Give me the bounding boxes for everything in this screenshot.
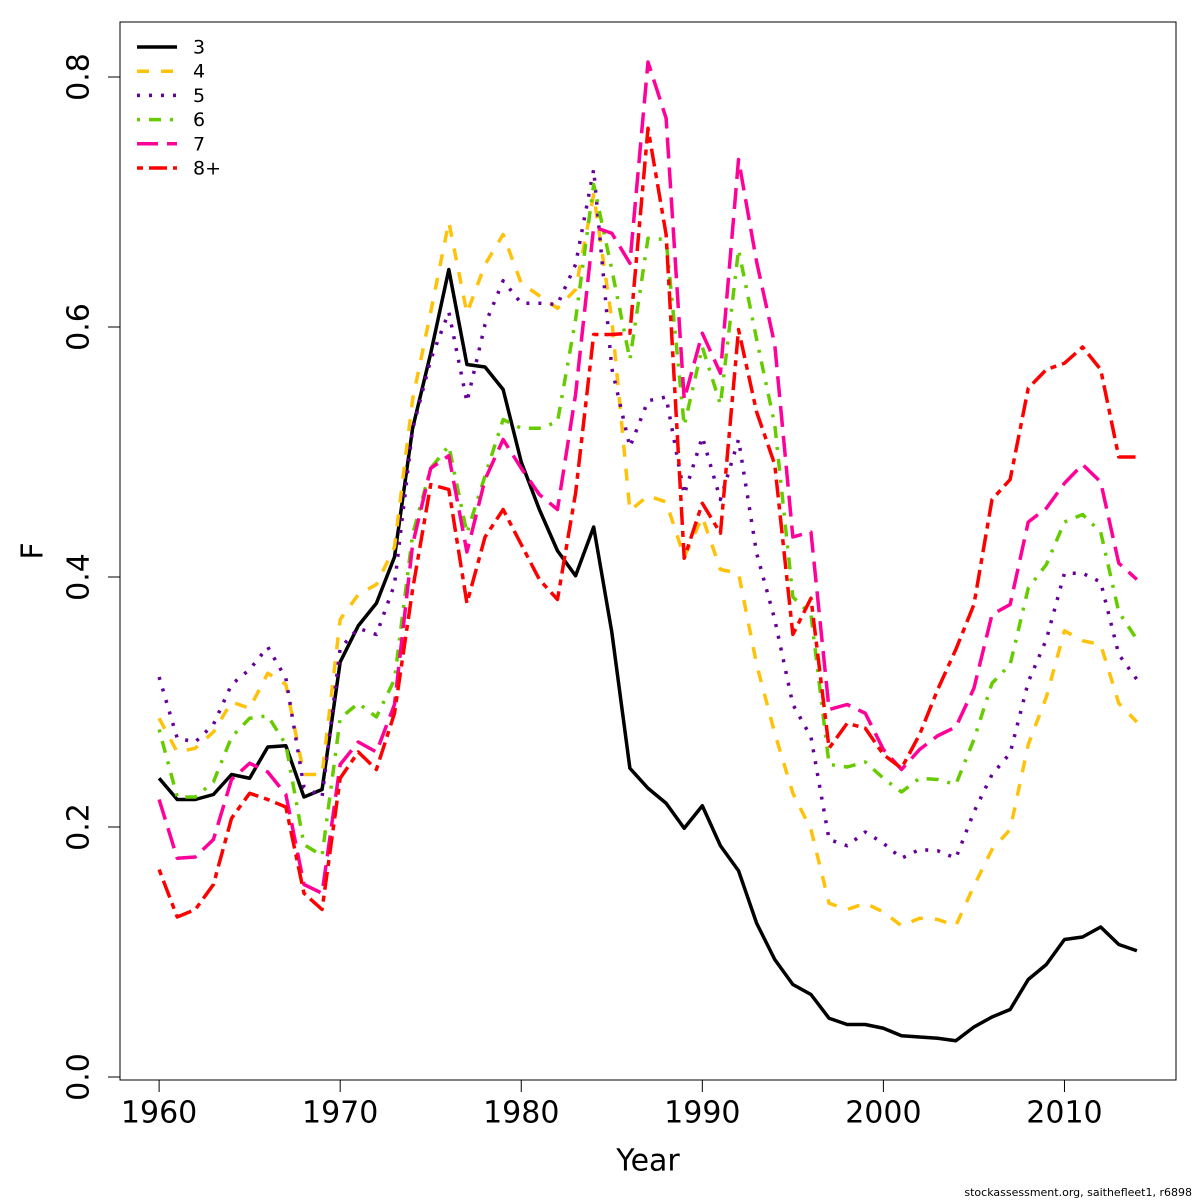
x-tick-label: 2010 [1026,1096,1102,1131]
y-tick-label: 0.2 [62,803,97,851]
legend-label: 7 [193,133,205,155]
series-line [157,126,1137,919]
y-axis-title: F [16,542,51,559]
x-tick-label: 1990 [664,1096,740,1131]
y-tick-label: 0.8 [62,53,97,101]
x-tick-label: 1970 [302,1096,378,1131]
y-tick-label: 0.4 [62,553,97,601]
legend-label: 3 [193,37,205,59]
x-tick-label: 2000 [845,1096,921,1131]
y-tick-label: 0.0 [62,1053,97,1101]
x-tick-label: 1980 [483,1096,559,1131]
series-line [157,182,1139,858]
footnote: stockassessment.org, saithefleet1, r6898 [964,1186,1192,1199]
legend-label: 8+ [193,158,221,180]
x-axis-title: Year [615,1144,680,1179]
series-line [157,267,1138,1043]
legend-label: 4 [193,61,205,83]
legend-label: 5 [193,85,205,107]
series-line [157,192,1139,928]
plot-box [119,21,1177,1081]
y-tick-label: 0.6 [62,303,97,351]
series-line [157,60,1139,895]
x-tick-label: 1960 [121,1096,197,1131]
legend-label: 6 [193,109,205,131]
